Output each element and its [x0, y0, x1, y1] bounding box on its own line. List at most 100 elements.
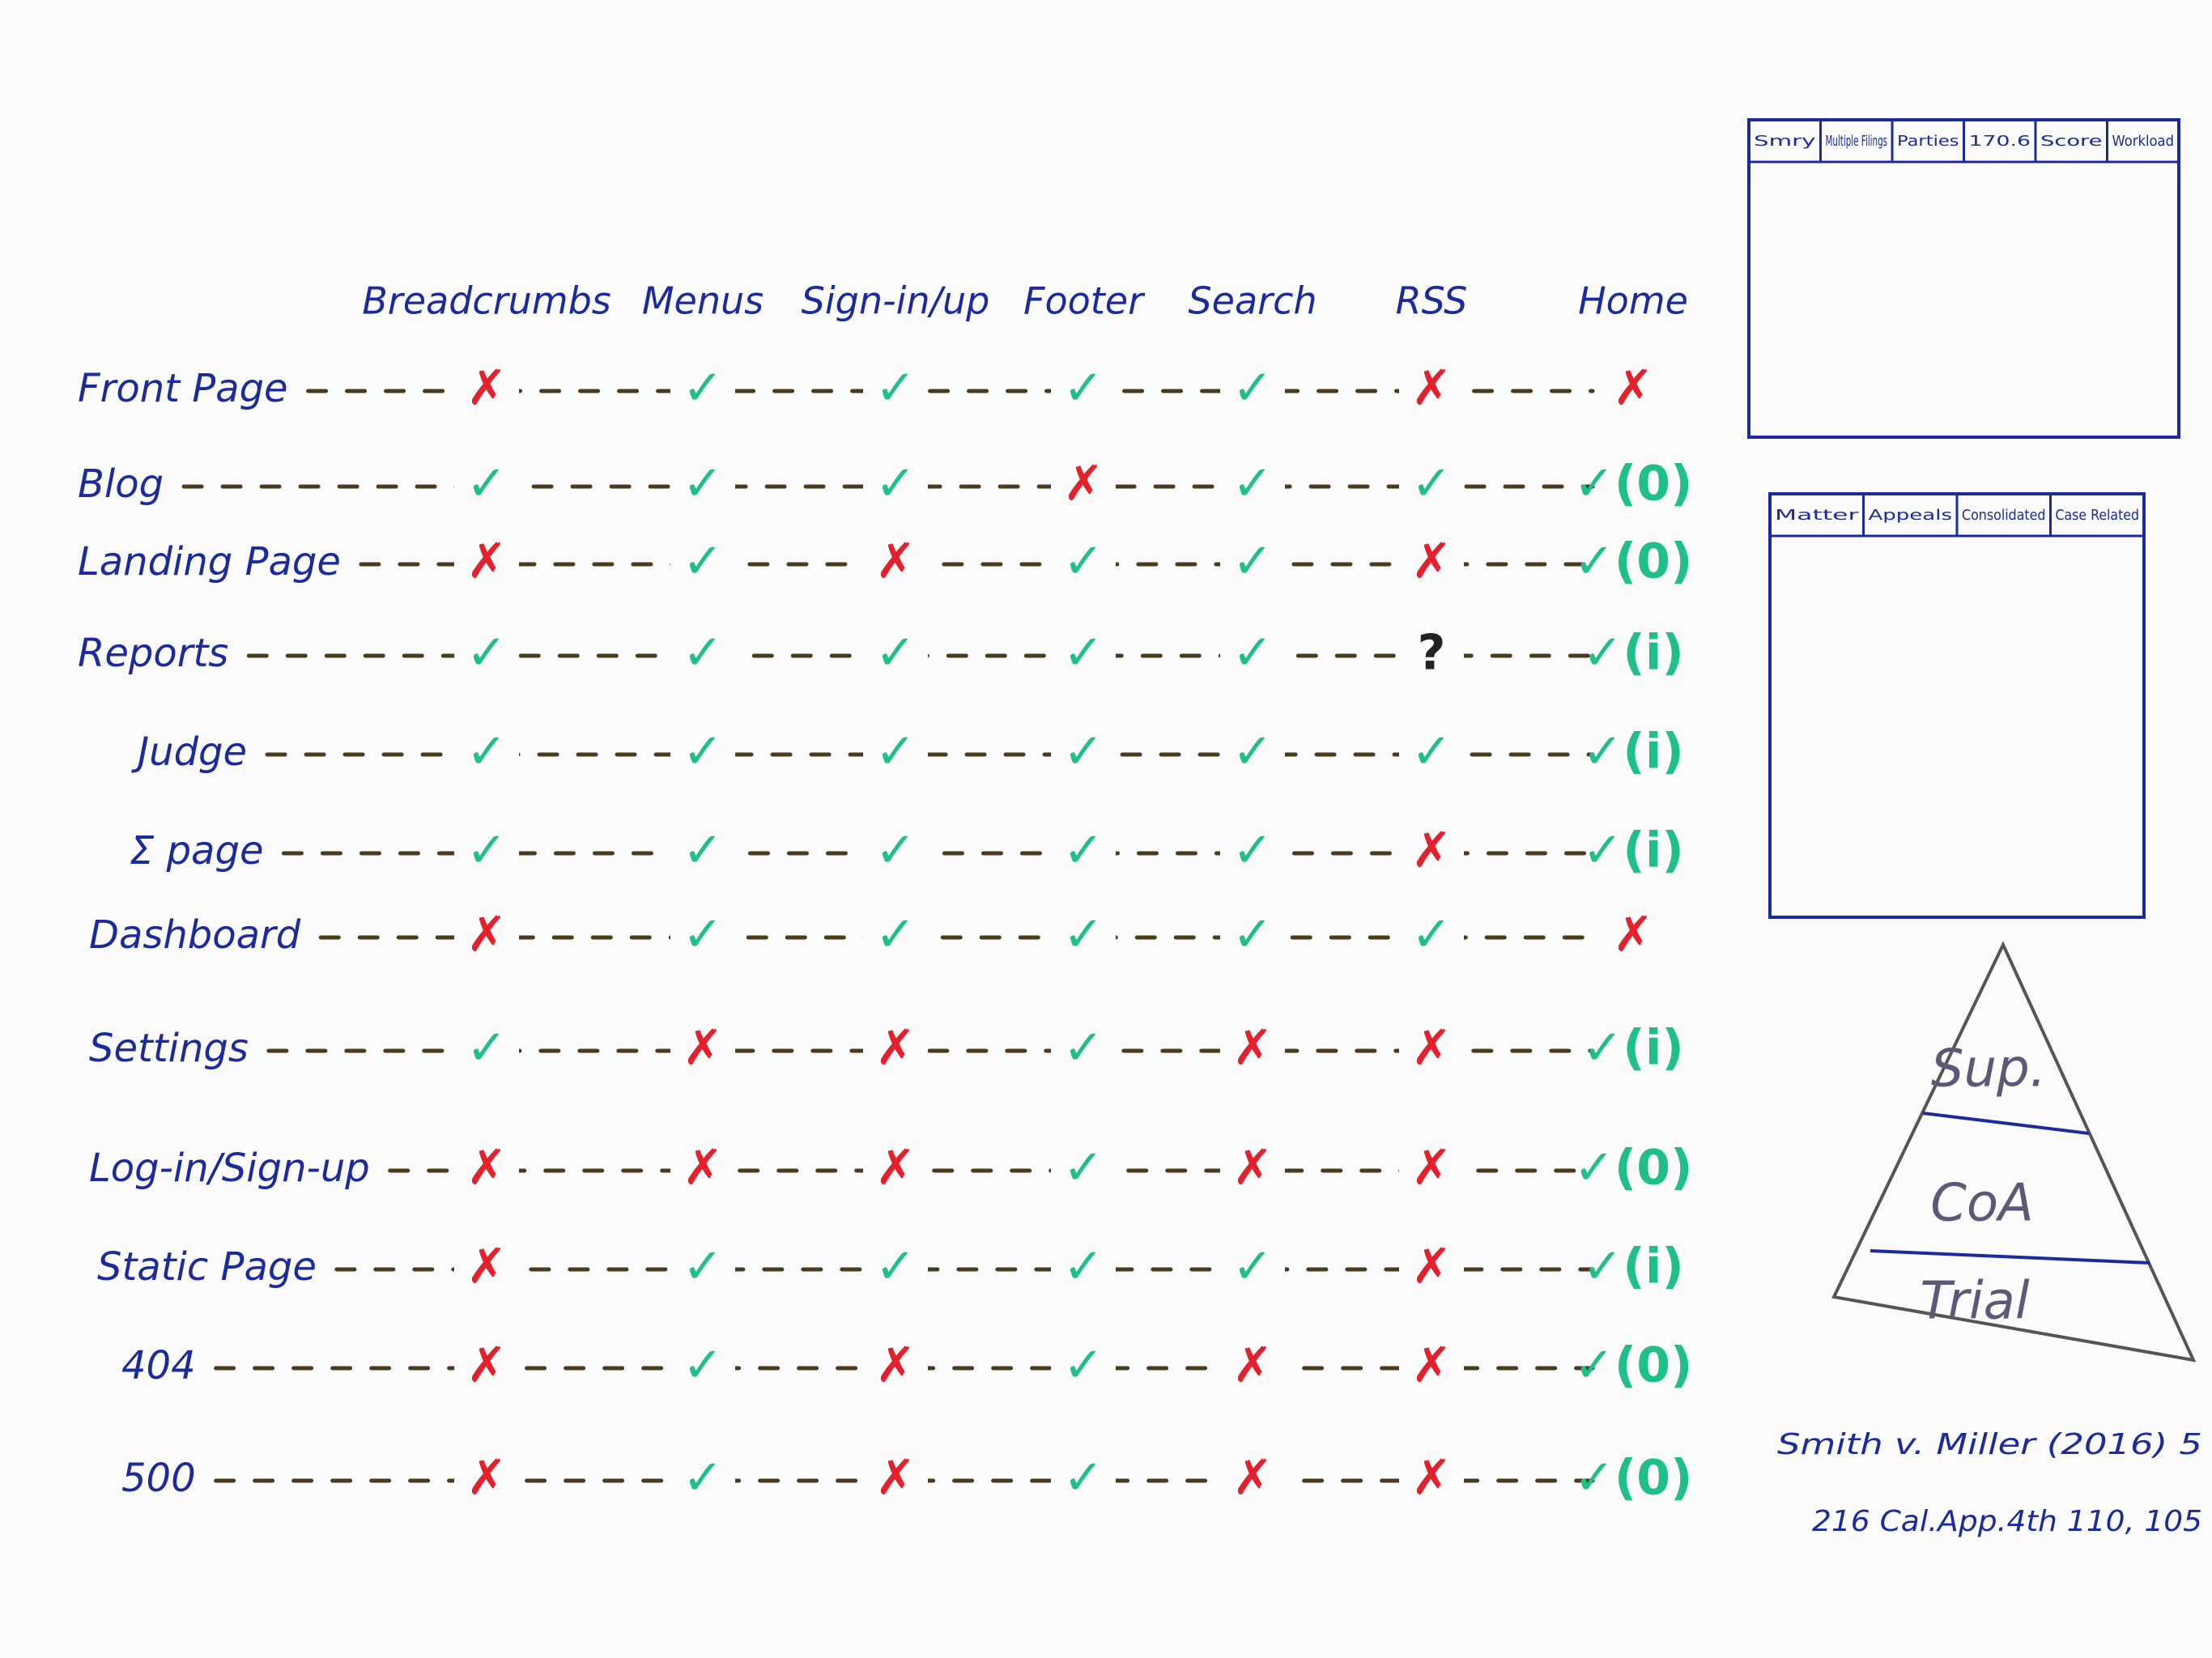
cell-backdrop: [1051, 1140, 1116, 1201]
column-header: Breadcrumbs: [362, 279, 611, 323]
cell-backdrop: [1601, 1020, 1665, 1082]
cell-backdrop: [1220, 1450, 1285, 1511]
cell-mark: ✗: [466, 534, 507, 590]
cell-backdrop: [1220, 1020, 1285, 1082]
cell-mark: ✓: [875, 907, 916, 963]
cell-backdrop: [863, 907, 928, 968]
cell-backdrop: [1399, 360, 1464, 422]
cell-mark: ✓: [1411, 724, 1452, 780]
pyramid-tier: Trial: [1920, 1272, 2029, 1332]
cell-mark: ✓: [1232, 456, 1273, 512]
cell-backdrop: [863, 1020, 928, 1082]
cell-backdrop: [454, 1239, 519, 1300]
cell-mark: ✗: [875, 534, 916, 590]
cell-backdrop: [1051, 456, 1116, 517]
cell-backdrop: [863, 1337, 928, 1399]
cell-backdrop: [863, 1140, 928, 1201]
cell-mark: ✓: [1232, 534, 1273, 590]
cell-backdrop: [1601, 1239, 1665, 1300]
cell-backdrop: [1601, 1450, 1665, 1511]
cell-backdrop: [454, 1140, 519, 1201]
cell-mark: ✗: [1411, 1239, 1452, 1295]
cell-mark: ✓: [683, 823, 723, 879]
cell-mark: ✗: [683, 1020, 723, 1077]
cell-mark: ✗: [1411, 1337, 1452, 1394]
cell-mark: ✓: [875, 456, 916, 512]
tab-label: Parties: [1897, 133, 1959, 150]
cell-mark: ✓: [1411, 456, 1452, 512]
cell-backdrop: [670, 1450, 735, 1511]
cell-mark: ✗: [1411, 1450, 1452, 1507]
cell-mark: ✓: [466, 1020, 507, 1077]
row-label: Front Page: [78, 366, 288, 411]
cell-backdrop: [670, 1020, 735, 1082]
cell-mark: ✓(i): [1582, 724, 1684, 780]
cell-backdrop: [1051, 1450, 1116, 1511]
cell-mark: ✓: [683, 1239, 723, 1295]
cell-backdrop: [1220, 907, 1285, 968]
citation-line: 216 Cal.App.4th 110, 105: [1812, 1505, 2202, 1538]
tab-label: Consolidated: [1962, 507, 2046, 524]
cell-mark: ✗: [466, 1450, 507, 1507]
row-label: Settings: [89, 1026, 249, 1071]
cell-backdrop: [454, 534, 519, 595]
cell-mark: ✓(i): [1582, 1020, 1684, 1077]
row-label: Dashboard: [89, 912, 301, 958]
cell-mark: ✓: [683, 534, 723, 590]
tab-label: Score: [2040, 133, 2103, 150]
cell-mark: ✗: [1232, 1020, 1273, 1077]
cell-backdrop: [670, 1140, 735, 1201]
cell-mark: ✓: [1063, 360, 1104, 417]
cell-backdrop: [1051, 823, 1116, 884]
cell-mark: ✓: [683, 724, 723, 780]
tab-label: 170.6: [1969, 133, 2031, 150]
cell-backdrop: [1601, 534, 1665, 595]
cell-mark: ✓: [875, 823, 916, 879]
cell-backdrop: [454, 907, 519, 968]
pyramid-divider: [1922, 1112, 2090, 1135]
cell-backdrop: [1601, 625, 1665, 687]
cell-backdrop: [1399, 1450, 1464, 1511]
cell-backdrop: [670, 823, 735, 884]
cell-mark: ✓: [1063, 1020, 1104, 1077]
cell-mark: ✓: [1232, 625, 1273, 682]
tab-label: Appeals: [1869, 507, 1953, 524]
cell-mark: ✓(0): [1574, 1337, 1693, 1394]
tab-label: Case Related: [2056, 507, 2140, 524]
cell-backdrop: [1051, 534, 1116, 595]
cell-backdrop: [863, 1450, 928, 1511]
cell-mark: ✓(0): [1574, 534, 1693, 590]
cell-mark: ✓: [1232, 823, 1273, 879]
cell-mark: ✗: [1411, 1140, 1452, 1197]
cell-backdrop: [1399, 1239, 1464, 1300]
cell-mark: ✓(0): [1574, 1140, 1693, 1197]
row-label: Judge: [131, 729, 247, 775]
cell-mark: ✗: [875, 1020, 916, 1077]
tab-label: Multiple Filings: [1826, 133, 1888, 150]
cell-mark: ✓: [875, 1239, 916, 1295]
cell-mark: ✓: [875, 625, 916, 682]
column-header: Menus: [642, 279, 764, 323]
cell-backdrop: [454, 1450, 519, 1511]
cell-backdrop: [1220, 625, 1285, 687]
cell-mark: ✗: [1063, 456, 1104, 512]
cell-backdrop: [1220, 1140, 1285, 1201]
cell-mark: ✓: [875, 360, 916, 417]
pyramid: [1831, 941, 2197, 1363]
tab-label: Smry: [1754, 133, 1816, 150]
row-label: Static Page: [97, 1244, 317, 1290]
cell-mark: ✓: [1063, 823, 1104, 879]
citation-line: Smith v. Miller (2016) 5: [1777, 1428, 2202, 1461]
cell-backdrop: [863, 534, 928, 595]
tab-label: Matter: [1775, 507, 1860, 524]
cell-mark: ✓: [466, 724, 507, 780]
cell-backdrop: [454, 1337, 519, 1399]
cell-backdrop: [670, 625, 735, 687]
cell-backdrop: [1601, 1337, 1665, 1399]
cell-backdrop: [1601, 456, 1665, 517]
column-header: Sign-in/up: [802, 279, 990, 323]
cell-backdrop: [670, 1239, 735, 1300]
cell-mark: ✓(i): [1582, 625, 1684, 682]
cell-mark: ?: [1418, 625, 1446, 682]
